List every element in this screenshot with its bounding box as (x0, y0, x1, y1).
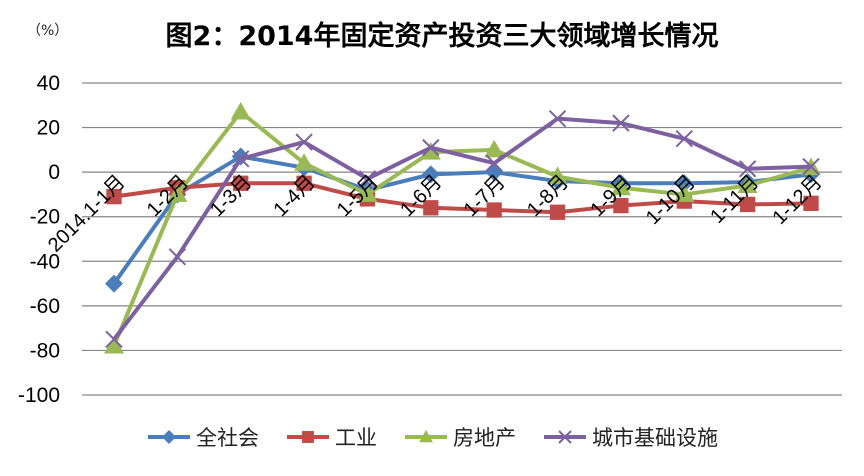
legend-item: 全社会 (146, 422, 259, 452)
triangle-marker (484, 139, 505, 158)
x-marker (358, 170, 377, 188)
x-marker (422, 138, 440, 157)
x-marker (232, 150, 250, 168)
triangle-marker (230, 101, 251, 120)
triangle-marker (674, 184, 695, 202)
x-marker (168, 248, 187, 266)
square-marker (803, 195, 819, 211)
y-tick-label: -40 (30, 250, 60, 273)
legend-label: 全社会 (196, 426, 259, 450)
legend-swatch (405, 430, 447, 443)
series-3 (105, 109, 820, 348)
square-marker (613, 197, 629, 214)
gridlines (82, 82, 842, 396)
x-tick-label: 1-9月 (586, 171, 636, 221)
diamond-marker (105, 274, 123, 293)
series-1 (106, 175, 819, 220)
x-marker (548, 109, 567, 128)
square-marker (106, 189, 122, 205)
y-tick-label: 0 (48, 161, 60, 184)
legend-item: 城市基础设施 (542, 422, 718, 452)
triangle-marker (610, 177, 631, 196)
x-tick-label: 1-3月 (206, 171, 256, 221)
legend-label: 工业 (335, 426, 377, 450)
triangle-marker (547, 166, 568, 185)
series-line (112, 116, 812, 341)
x-marker (295, 133, 313, 151)
y-tick-label: 40 (37, 72, 60, 95)
chart-title: 图2：2014年固定资产投资三大领域增长情况 (165, 21, 719, 52)
diamond-marker (231, 147, 250, 166)
square-marker (423, 200, 439, 216)
x-tick-label: 1-7月 (460, 171, 510, 221)
diamond-marker (162, 430, 176, 444)
y-tick-label: -80 (30, 339, 60, 362)
series-line (113, 181, 812, 215)
series-2 (104, 101, 821, 354)
legend-label: 城市基础设施 (592, 426, 718, 450)
x-marker (612, 114, 630, 132)
series-line (112, 109, 812, 347)
x-marker (485, 154, 503, 172)
legend: 全社会 工业 房地产 城市基础设施 (0, 422, 864, 452)
legend-swatch (544, 430, 586, 444)
triangle-marker (420, 142, 441, 160)
triangle-marker (737, 175, 758, 194)
x-marker (738, 160, 757, 178)
triangle-marker (419, 430, 433, 443)
triangle-marker (294, 153, 315, 171)
y-axis-unit-label: （%） (27, 23, 69, 39)
x-marker (105, 330, 123, 348)
y-axis-ticks: 40 20 0 -20 -40 -60 -80 -100 (18, 72, 60, 407)
square-marker (739, 196, 756, 213)
series-line (112, 154, 812, 285)
y-tick-label: 20 (37, 117, 60, 140)
legend-swatch (148, 430, 190, 444)
series-lines (104, 101, 821, 354)
x-tick-label: 1-4月 (269, 171, 319, 221)
legend-item: 房地产 (403, 422, 516, 452)
x-marker (802, 157, 820, 176)
x-marker (558, 430, 572, 444)
y-tick-label: -60 (30, 295, 60, 318)
square-marker (486, 202, 502, 218)
square-marker (233, 175, 249, 191)
diamond-marker (675, 174, 694, 193)
y-tick-label: -100 (18, 384, 60, 407)
legend-swatch (287, 431, 329, 443)
triangle-marker (167, 184, 188, 202)
square-marker (296, 175, 312, 191)
triangle-marker (104, 335, 124, 354)
legend-item: 工业 (285, 422, 377, 452)
x-marker (675, 130, 693, 148)
square-marker (302, 431, 314, 443)
legend-label: 房地产 (453, 426, 516, 450)
y-tick-label: -20 (30, 206, 60, 229)
diamond-marker (421, 165, 440, 184)
triangle-marker (357, 184, 378, 202)
square-marker (549, 204, 566, 220)
